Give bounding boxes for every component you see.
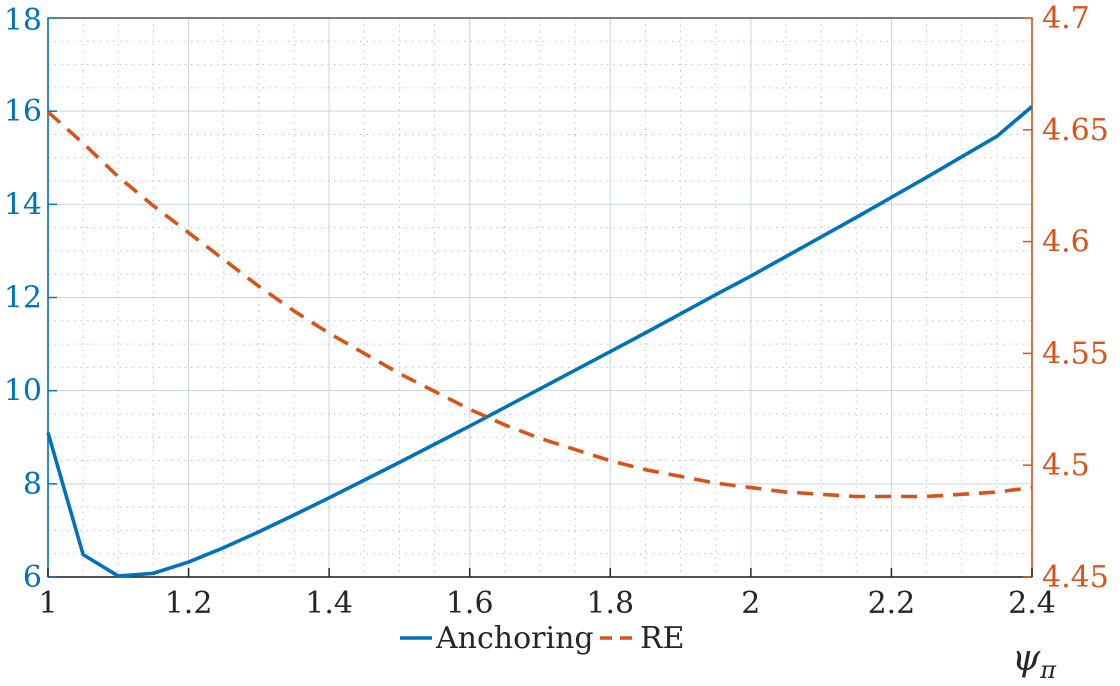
legend: Anchoring RE	[400, 621, 685, 656]
left-tick-label: 14	[4, 187, 42, 222]
x-tick-label: 1.4	[305, 586, 353, 621]
right-tick-label: 4.5	[1042, 448, 1090, 483]
right-tick-label: 4.45	[1042, 560, 1109, 595]
legend-label-re: RE	[640, 621, 685, 656]
left-tick-label: 12	[4, 281, 42, 316]
x-tick-label: 1.8	[586, 586, 634, 621]
x-tick-label: 2.4	[1008, 586, 1056, 621]
left-tick-label: 10	[4, 374, 42, 409]
series-line-anchoring	[46, 105, 1034, 578]
x-tick-label: 2.2	[868, 586, 916, 621]
x-axis-label: ψπ	[1012, 638, 1057, 684]
left-tick-label: 16	[4, 94, 42, 129]
right-tick-label: 4.55	[1042, 336, 1109, 371]
x-tick-label: 1.2	[165, 586, 213, 621]
x-axis-ticks: 1 1.2 1.4 1.6 1.8 2 2.2 2.4	[38, 568, 1056, 621]
x-tick-label: 2	[741, 586, 760, 621]
x-axis-label-subscript: π	[1039, 656, 1057, 684]
left-axis-ticks: 6 8 10 12 14 16 18	[4, 3, 57, 595]
x-axis-label-main: ψ	[1012, 638, 1041, 679]
series-line-re	[46, 110, 1033, 499]
right-tick-label: 4.7	[1042, 1, 1090, 36]
right-axis-ticks: 4.45 4.5 4.55 4.6 4.65 4.7	[1023, 1, 1109, 595]
right-tick-label: 4.6	[1042, 225, 1090, 260]
legend-label-anchoring: Anchoring	[435, 621, 594, 656]
x-tick-label: 1.6	[446, 586, 494, 621]
x-tick-label: 1	[38, 586, 57, 621]
left-tick-label: 18	[4, 3, 42, 38]
left-tick-label: 8	[23, 467, 42, 502]
left-tick-label: 6	[23, 560, 42, 595]
right-tick-label: 4.65	[1042, 113, 1109, 148]
